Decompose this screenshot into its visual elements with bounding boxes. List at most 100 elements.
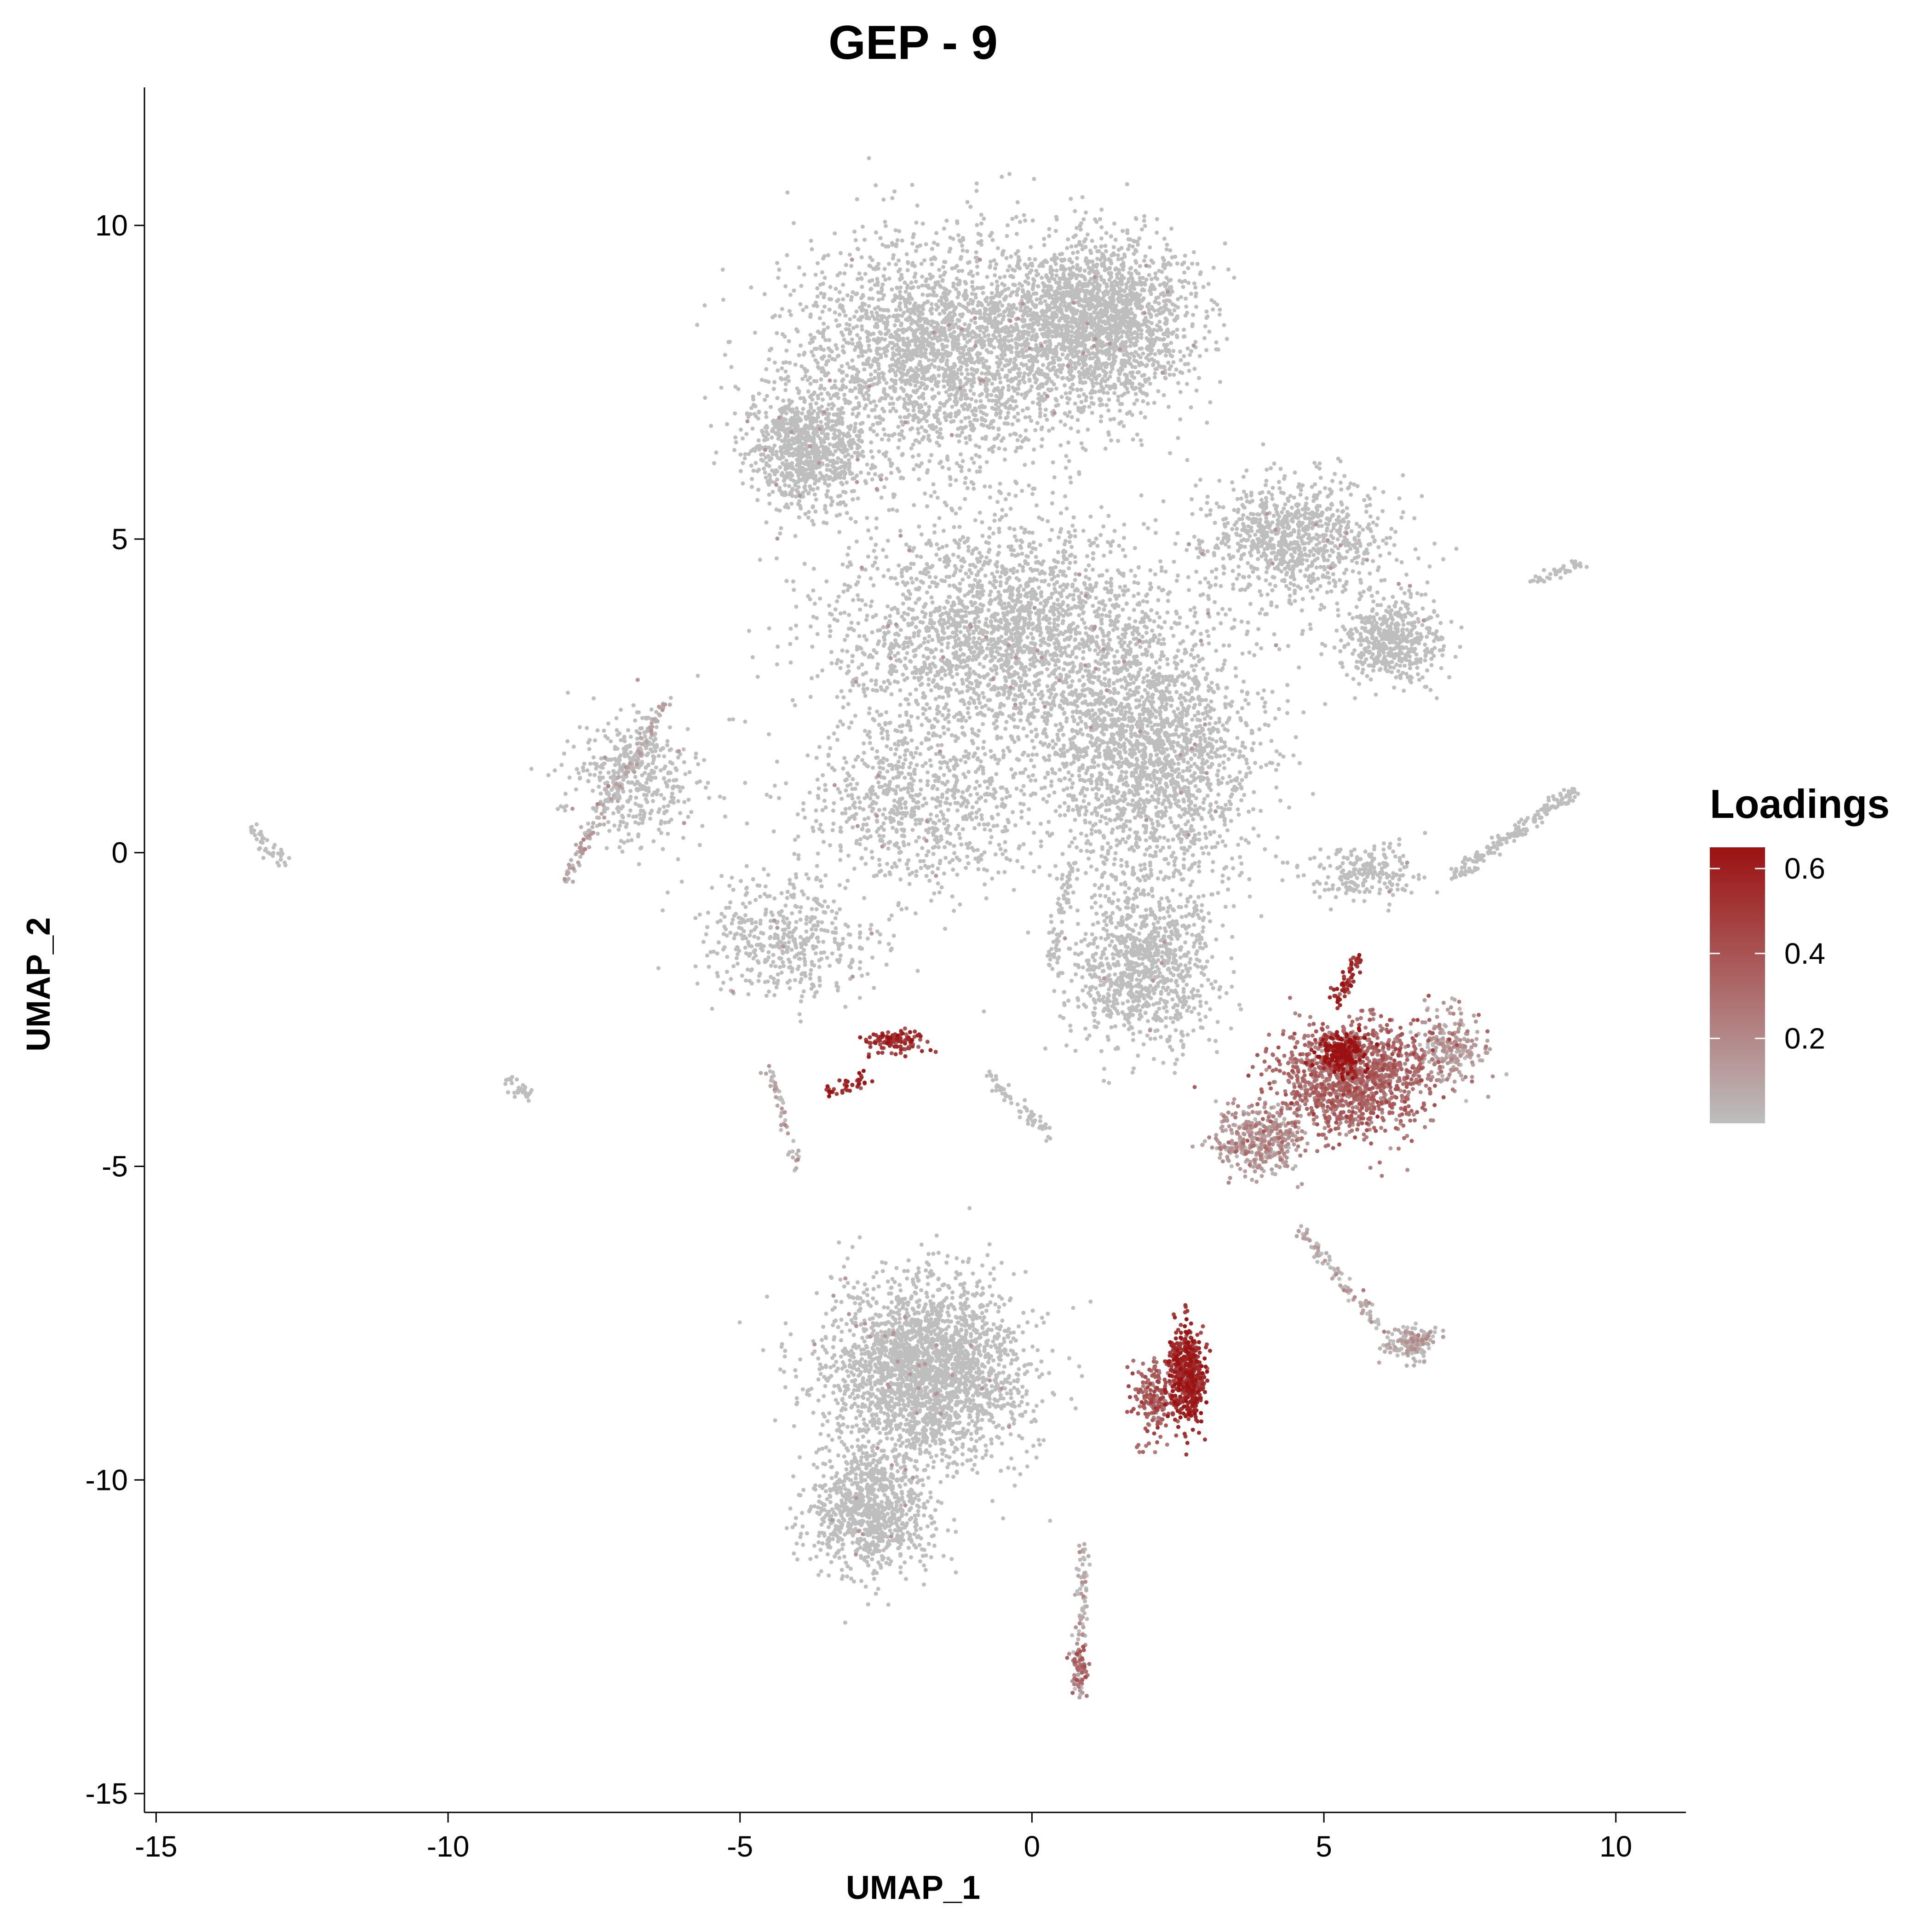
- data-point: [768, 458, 772, 462]
- data-point: [1080, 195, 1085, 200]
- data-point: [1190, 261, 1195, 266]
- data-point: [886, 433, 891, 438]
- data-point: [1064, 285, 1069, 290]
- data-point: [986, 312, 991, 317]
- data-point: [960, 314, 964, 319]
- data-point: [1139, 335, 1144, 340]
- data-point: [1111, 342, 1116, 346]
- data-point: [994, 413, 999, 417]
- data-point: [946, 414, 950, 418]
- data-point: [1010, 338, 1014, 342]
- data-point: [833, 310, 837, 315]
- data-point: [897, 258, 901, 263]
- data-point: [983, 387, 988, 392]
- data-point: [1058, 252, 1062, 257]
- data-point: [1156, 301, 1161, 306]
- data-point: [905, 336, 910, 341]
- data-point: [1063, 411, 1067, 416]
- data-point: [1206, 282, 1211, 286]
- data-point: [916, 368, 921, 372]
- data-point: [1063, 318, 1068, 323]
- data-point: [1027, 257, 1032, 261]
- data-point: [1144, 364, 1148, 368]
- data-point: [896, 397, 900, 402]
- data-point: [781, 455, 785, 460]
- data-point: [960, 372, 964, 376]
- data-point: [930, 387, 935, 391]
- data-point: [894, 337, 899, 341]
- data-point: [1002, 297, 1007, 302]
- data-point: [1056, 291, 1061, 295]
- data-point: [1127, 358, 1131, 362]
- data-point: [1118, 279, 1123, 283]
- data-point: [874, 339, 879, 343]
- data-point: [794, 494, 798, 499]
- data-point: [897, 438, 902, 443]
- data-point: [1086, 427, 1090, 432]
- data-point: [967, 468, 972, 472]
- data-point: [1140, 276, 1145, 280]
- data-point: [973, 295, 978, 300]
- data-point: [1027, 297, 1032, 302]
- data-point: [1111, 356, 1116, 360]
- data-point: [1130, 276, 1135, 281]
- data-point: [855, 197, 859, 201]
- data-point: [1061, 345, 1066, 349]
- data-point: [1161, 282, 1166, 286]
- data-point: [1006, 303, 1011, 307]
- data-point: [1006, 411, 1011, 415]
- data-point: [801, 308, 805, 312]
- data-point: [1087, 265, 1091, 270]
- data-point: [929, 307, 933, 311]
- data-point: [868, 364, 873, 369]
- data-point: [882, 293, 886, 298]
- data-point: [891, 402, 896, 406]
- data-point: [929, 323, 933, 328]
- data-point: [852, 429, 857, 434]
- data-point: [1011, 290, 1015, 294]
- data-point: [1138, 346, 1142, 351]
- data-point: [896, 357, 901, 362]
- data-point: [801, 461, 805, 466]
- data-point: [1002, 283, 1006, 288]
- data-point: [931, 482, 936, 487]
- data-point: [962, 389, 966, 393]
- data-point: [1150, 277, 1154, 282]
- data-point: [817, 316, 822, 321]
- data-point: [857, 271, 862, 276]
- data-point: [814, 300, 818, 305]
- data-point: [928, 377, 933, 382]
- data-point: [964, 441, 969, 445]
- data-point: [1035, 353, 1040, 357]
- data-point: [1097, 249, 1101, 253]
- data-point: [1096, 350, 1101, 355]
- data-point: [1047, 376, 1052, 381]
- data-point: [1052, 360, 1057, 365]
- data-point: [1031, 282, 1036, 287]
- data-point: [1035, 378, 1039, 382]
- data-point: [783, 388, 788, 392]
- data-point: [780, 366, 784, 371]
- data-point: [1125, 324, 1130, 329]
- data-point: [1077, 355, 1081, 360]
- data-point: [847, 323, 852, 327]
- data-point: [1034, 291, 1039, 296]
- data-point: [1115, 276, 1120, 280]
- data-point: [803, 512, 808, 516]
- data-point: [1026, 406, 1030, 411]
- data-point: [907, 397, 911, 402]
- data-point: [1133, 239, 1137, 244]
- data-point: [842, 476, 846, 480]
- data-point: [1045, 380, 1049, 384]
- data-point: [963, 376, 968, 380]
- data-point: [806, 389, 811, 394]
- data-point: [960, 403, 965, 408]
- data-point: [1054, 268, 1059, 273]
- data-point: [1150, 357, 1154, 362]
- data-point: [1044, 293, 1049, 297]
- data-point: [954, 401, 959, 405]
- data-point: [920, 304, 925, 308]
- data-point: [999, 438, 1004, 443]
- data-point: [1162, 266, 1167, 270]
- data-point: [847, 365, 852, 370]
